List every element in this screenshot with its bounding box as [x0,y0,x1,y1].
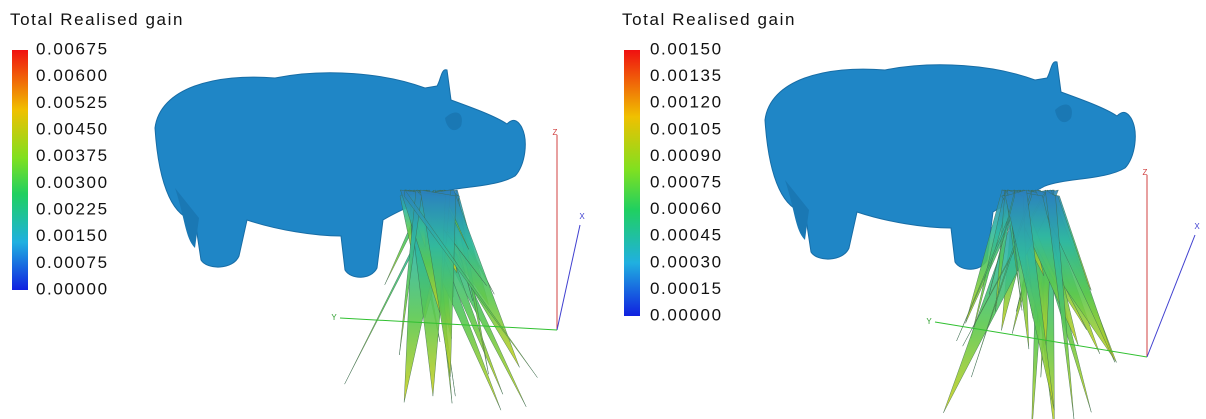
lobe [1004,189,1055,411]
panel-title: Total Realised gain [10,10,184,29]
scale-label: 0.00675 [36,39,109,58]
lobe [399,189,422,356]
panel-title: Total Realised gain [622,10,796,29]
axis-y-label: Y [331,313,337,322]
scale-label: 0.00525 [36,93,109,112]
axis-y [339,317,558,331]
scale-label: 0.00060 [650,199,723,218]
rhino-model [764,61,1136,270]
lobe [420,189,457,377]
scale-label: 0.00300 [36,173,109,192]
lobe [988,189,1016,295]
scale-label: 0.00030 [650,252,723,271]
radiation-pattern [344,189,538,411]
scale-label: 0.00000 [650,305,723,324]
lobe [1044,189,1075,419]
axis-x [1146,234,1196,358]
scale-label: 0.00045 [650,226,723,245]
axis-z-label: Z [1143,168,1148,177]
scale-label: 0.00450 [36,119,109,138]
scale-label: 0.00375 [36,146,109,165]
scale-label: 0.00135 [650,66,723,85]
scale-label: 0.00075 [650,172,723,191]
scale-label: 0.00090 [650,146,723,165]
radiation-pattern [943,189,1117,419]
lobe [403,189,538,378]
scale-label: 0.00000 [36,279,109,298]
scale-label: 0.00150 [36,226,109,245]
scale-label: 0.00015 [650,279,723,298]
scale-label: 0.00150 [650,39,723,58]
axis-y-label: Y [926,317,932,326]
axis-x-label: X [579,212,585,221]
scale-label: 0.00075 [36,253,109,272]
axis-x-label: X [1194,222,1200,231]
lobe [1005,189,1023,311]
color-bar [12,50,28,290]
color-bar [624,50,640,316]
scale-label: 0.00600 [36,66,109,85]
scale-label: 0.00225 [36,199,109,218]
scale-label: 0.00105 [650,119,723,138]
axis-y [934,321,1148,358]
axis-z-label: Z [553,128,558,137]
scale-label: 0.00120 [650,93,723,112]
lobe [962,189,1048,347]
axis-x [556,224,581,331]
